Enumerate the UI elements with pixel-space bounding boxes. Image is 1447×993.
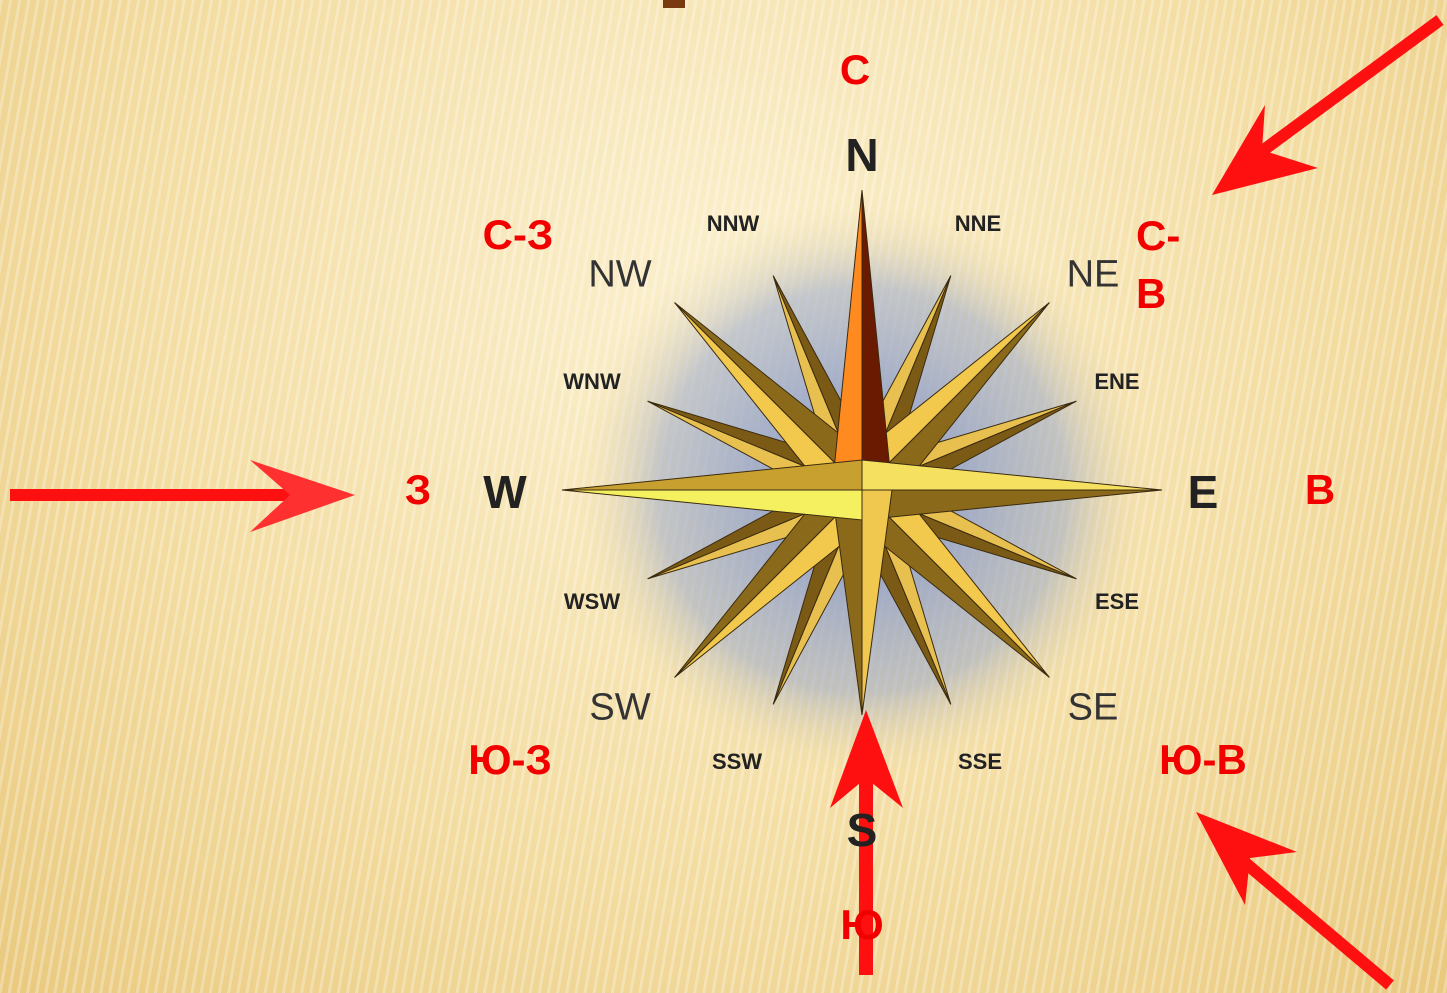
dir-label: N [845, 129, 879, 181]
ru-label: З [404, 466, 432, 513]
dir-label: ENE [1094, 369, 1140, 394]
dir-label: NNW [706, 211, 760, 236]
dir-label: S [846, 804, 878, 856]
dir-label: SE [1067, 686, 1119, 729]
ru-label: В [1304, 466, 1336, 513]
arrow [1226, 845, 1394, 990]
compass-rose [561, 189, 1163, 716]
arrow-head [1196, 812, 1297, 905]
dir-label: SSW [711, 749, 763, 774]
ru-label: С-В [1136, 212, 1181, 317]
dir-label: ESE [1094, 589, 1140, 614]
dir-label: NW [588, 253, 652, 296]
title-fragment [663, 0, 685, 8]
dir-label: WSW [563, 589, 621, 614]
dir-label: NNE [954, 211, 1002, 236]
dir-label: SW [589, 686, 651, 729]
rose-point [561, 459, 863, 491]
dir-label: NE [1066, 253, 1120, 296]
arrow [1246, 15, 1444, 165]
arrow-head [1212, 105, 1318, 195]
ru-label: Ю-З [468, 736, 552, 783]
ru-label: С [839, 46, 871, 93]
dir-label: SSE [957, 749, 1003, 774]
ru-label: Ю [840, 901, 884, 948]
dir-label: E [1187, 466, 1219, 518]
dir-label: WNW [563, 369, 621, 394]
arrow-head [830, 710, 903, 808]
ru-label: Ю-В [1159, 736, 1247, 783]
ru-label: С-З [482, 211, 554, 258]
dir-label: W [483, 466, 527, 518]
arrow-head [250, 460, 355, 532]
arrows [10, 15, 1444, 990]
